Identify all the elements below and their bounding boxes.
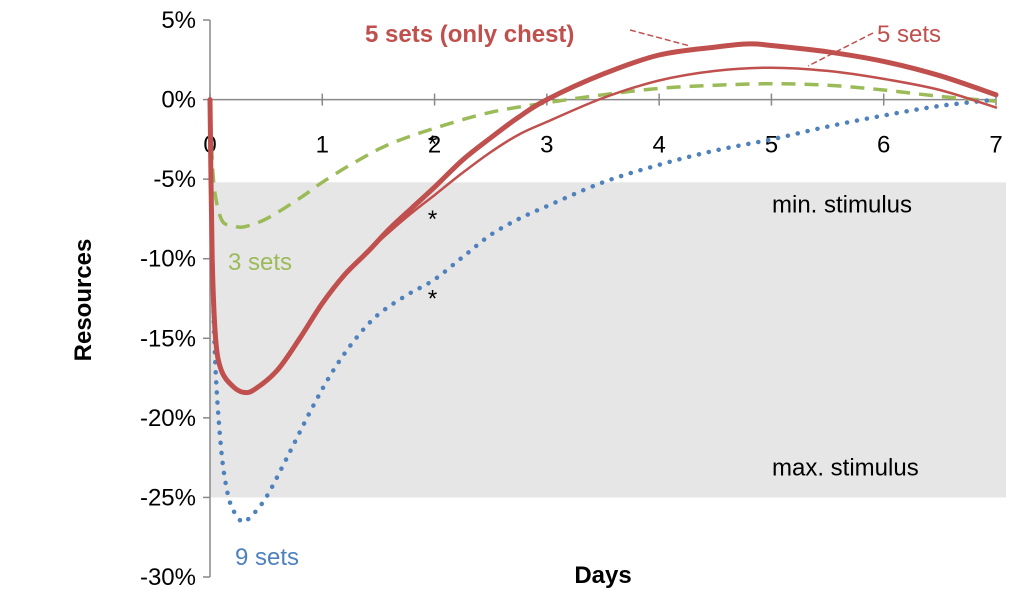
x-axis-title: Days <box>574 562 631 589</box>
x-tick-label: 6 <box>877 132 890 159</box>
x-tick-label: 2 <box>428 132 441 159</box>
label-5-sets: 5 sets <box>877 21 941 48</box>
y-tick-label: -25% <box>140 484 196 511</box>
y-tick-label: -20% <box>140 405 196 432</box>
label-3-sets: 3 sets <box>228 249 292 276</box>
y-tick-label: 0% <box>161 87 196 114</box>
asterisk-marker: * <box>428 286 437 313</box>
band-label-min-stimulus: min. stimulus <box>772 191 912 218</box>
asterisk-marker: * <box>428 131 437 158</box>
y-tick-label: -30% <box>140 564 196 591</box>
stimulus-band <box>210 182 1006 498</box>
y-tick-label: -15% <box>140 325 196 352</box>
series-9-sets <box>207 97 999 525</box>
y-axis-title: Resources <box>70 239 97 362</box>
label-5-sets-only-chest: 5 sets (only chest) <box>365 21 574 48</box>
series-5-sets-only-chest <box>207 41 999 396</box>
y-tick-label: -5% <box>153 166 196 193</box>
x-tick-label: 3 <box>540 132 553 159</box>
leader-line-5-sets-only-chest <box>629 29 691 47</box>
x-tick-label: 4 <box>652 132 665 159</box>
y-tick-label: -10% <box>140 246 196 273</box>
band-label-max-stimulus: max. stimulus <box>772 454 919 481</box>
label-9-sets: 9 sets <box>235 544 299 571</box>
x-tick-label: 5 <box>765 132 778 159</box>
series-3-sets <box>208 81 997 230</box>
x-tick-label: 7 <box>989 132 1002 159</box>
x-tick-label: 1 <box>316 132 329 159</box>
asterisk-marker: * <box>428 206 437 233</box>
y-tick-label: 5% <box>161 7 196 34</box>
leader-line-5-sets <box>807 32 874 67</box>
